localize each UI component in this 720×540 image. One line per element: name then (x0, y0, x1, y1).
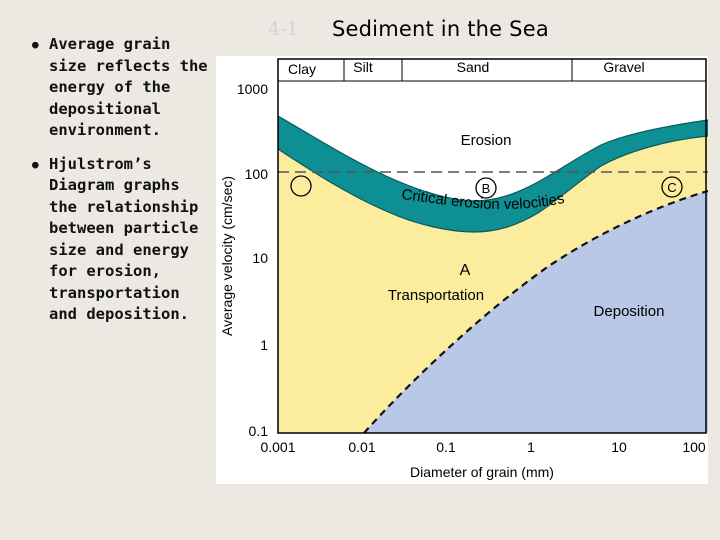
erosion-label: Erosion (461, 132, 512, 149)
marker-c-circle (661, 176, 683, 198)
class-label-gravel: Gravel (603, 59, 644, 75)
bullet-list: ● Average grain size reflects the energy… (30, 34, 210, 326)
class-label-sand: Sand (457, 59, 490, 75)
bullet-text: Average grain size reflects the energy o… (49, 35, 208, 139)
class-label-silt: Silt (353, 59, 373, 75)
bullet-dot-icon: ● (32, 38, 39, 51)
marker-c: C (661, 176, 683, 198)
marker-a: A (460, 262, 471, 279)
y-tick-label: 10 (252, 250, 268, 266)
x-axis-title: Diameter of grain (mm) (410, 464, 554, 480)
x-tick-label: 0.1 (436, 439, 456, 455)
deposition-region (364, 191, 708, 433)
bullet-item: ● Average grain size reflects the energy… (30, 34, 210, 142)
deposition-label: Deposition (594, 303, 665, 320)
deposition-boundary-line (363, 189, 708, 433)
plot-frame (277, 58, 707, 434)
bullet-dot-icon: ● (32, 157, 39, 171)
bullet-text: Hjulstrom’s Diagram graphs the relations… (49, 154, 199, 324)
x-tick-label: 0.01 (348, 439, 375, 455)
y-tick-label: 1000 (237, 81, 268, 97)
y-tick-label: 100 (245, 166, 269, 182)
marker-b-label: B (482, 181, 491, 196)
bullet-item: ● Hjulstrom’s Diagram graphs the relatio… (30, 154, 210, 326)
marker-b: B (475, 177, 497, 199)
marker-b-circle (475, 177, 497, 199)
marker-a-label: A (460, 262, 471, 279)
x-tick-label: 10 (611, 439, 627, 455)
hjulstrom-diagram: Clay Silt Sand Gravel 1000 100 10 1 0.1 … (216, 56, 708, 484)
y-tick-label: 1 (260, 337, 268, 353)
class-label-clay: Clay (288, 61, 316, 77)
slide-number: 4-1 (268, 18, 299, 40)
marker-empty (290, 175, 312, 197)
marker-empty-circle (290, 175, 312, 197)
x-tick-label: 0.001 (260, 439, 295, 455)
transportation-label: Transportation (388, 287, 484, 304)
critical-erosion-band (278, 115, 708, 233)
y-tick-label: 0.1 (249, 423, 269, 439)
slide-title: Sediment in the Sea (332, 17, 549, 41)
marker-c-label: C (667, 180, 676, 195)
x-tick-label: 1 (527, 439, 535, 455)
x-tick-label: 100 (682, 439, 706, 455)
y-axis-title: Average velocity (cm/sec) (219, 176, 235, 336)
